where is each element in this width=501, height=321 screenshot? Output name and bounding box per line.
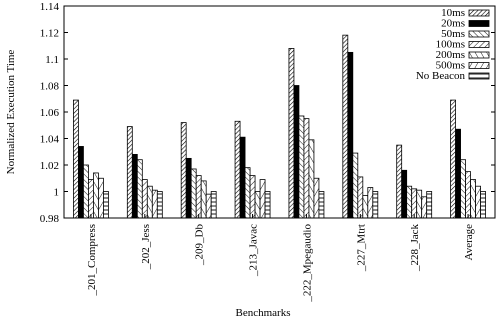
bar-100ms bbox=[303, 118, 310, 219]
bar-no-beacon bbox=[480, 191, 486, 219]
legend-label: 10ms bbox=[441, 7, 465, 19]
bar-no-beacon bbox=[318, 191, 325, 219]
x-category-label: _213_Javac bbox=[248, 224, 260, 277]
legend-label: 500ms bbox=[436, 60, 465, 72]
legend-label: 50ms bbox=[441, 28, 465, 40]
bar-no-beacon bbox=[426, 191, 433, 219]
bar-100ms bbox=[249, 175, 256, 219]
bar-100ms bbox=[141, 179, 148, 219]
legend-swatch bbox=[468, 30, 490, 38]
bar-10ms bbox=[342, 34, 349, 219]
legend-swatch bbox=[468, 20, 490, 27]
bar-20ms bbox=[347, 51, 354, 219]
bar-20ms bbox=[239, 136, 246, 219]
bar-20ms bbox=[293, 85, 300, 219]
bar-no-beacon bbox=[103, 191, 109, 219]
bar-200ms bbox=[470, 179, 476, 219]
legend-label: 20ms bbox=[441, 18, 465, 30]
bar-10ms bbox=[180, 122, 187, 219]
bar-500ms bbox=[259, 179, 266, 219]
legend-label: 100ms bbox=[436, 39, 465, 51]
y-tick-label: 1.14 bbox=[40, 1, 60, 13]
x-category-label: _227_Mtrt bbox=[355, 224, 367, 272]
bar-200ms bbox=[146, 185, 153, 219]
bar-10ms bbox=[126, 126, 133, 219]
bar-10ms bbox=[234, 120, 241, 219]
y-axis-title: Normalized Execution Time bbox=[5, 50, 17, 175]
bar-200ms bbox=[93, 172, 99, 219]
bar-500ms bbox=[205, 193, 212, 219]
bar-500ms bbox=[475, 185, 481, 219]
legend-label: 200ms bbox=[436, 49, 465, 61]
bar-200ms bbox=[308, 139, 315, 219]
x-category-label: _202_Jess bbox=[140, 224, 152, 270]
bar-100ms bbox=[465, 171, 471, 219]
y-tick-label: 0.98 bbox=[40, 213, 60, 225]
bar-200ms bbox=[416, 189, 423, 219]
bar-20ms bbox=[455, 128, 461, 219]
bar-no-beacon bbox=[372, 191, 379, 219]
bar-50ms bbox=[406, 185, 413, 219]
bar-50ms bbox=[190, 168, 197, 219]
legend-swatch bbox=[468, 41, 490, 48]
bar-50ms bbox=[352, 152, 359, 219]
bar-500ms bbox=[367, 187, 374, 219]
legend-swatch bbox=[468, 62, 490, 69]
legend-label: No Beacon bbox=[416, 70, 466, 82]
x-category-label: _228_Jack bbox=[409, 224, 421, 273]
bar-10ms bbox=[396, 144, 403, 219]
bar-20ms bbox=[131, 153, 138, 219]
bar-50ms bbox=[244, 167, 251, 219]
x-category-label: _209_Db bbox=[194, 224, 206, 266]
bar-500ms bbox=[98, 177, 104, 219]
y-tick-label: 1.12 bbox=[40, 28, 59, 40]
bars-layer bbox=[73, 34, 486, 219]
bar-no-beacon bbox=[156, 191, 163, 219]
y-tick-label: 1.1 bbox=[45, 54, 59, 66]
y-tick-label: 1.02 bbox=[40, 160, 59, 172]
bar-500ms bbox=[151, 189, 158, 219]
bar-100ms bbox=[357, 176, 364, 219]
x-axis-title: Benchmarks bbox=[236, 307, 291, 319]
x-category-label: Average bbox=[463, 224, 475, 261]
bar-no-beacon bbox=[264, 191, 271, 219]
bar-200ms bbox=[254, 191, 261, 219]
bar-20ms bbox=[78, 146, 84, 219]
legend-swatch bbox=[468, 51, 490, 59]
bar-100ms bbox=[195, 175, 202, 219]
x-category-label: _222_Mpegaudio bbox=[301, 224, 313, 303]
x-axis-labels: _201_Compress _202_Jess _209_Db _213_Javac _… bbox=[86, 214, 475, 303]
bar-500ms bbox=[313, 177, 320, 219]
bar-200ms bbox=[362, 195, 369, 219]
bar-50ms bbox=[136, 159, 143, 219]
bar-10ms bbox=[288, 48, 295, 219]
bar-50ms bbox=[83, 164, 89, 219]
bar-100ms bbox=[88, 179, 94, 219]
plot-frame bbox=[63, 5, 496, 219]
bar-500ms bbox=[421, 196, 428, 219]
bar-20ms bbox=[185, 157, 192, 219]
y-tick-label: 1.06 bbox=[40, 107, 60, 119]
legend-swatch bbox=[468, 9, 490, 17]
x-category-label: _201_Compress bbox=[86, 224, 98, 297]
bar-100ms bbox=[411, 188, 418, 219]
bar-10ms bbox=[450, 99, 456, 219]
bar-no-beacon bbox=[210, 191, 217, 219]
y-axis-ticks: 0.98 1 1.02 1.04 1.06 1.08 1.1 1.12 1.14 bbox=[40, 1, 495, 225]
bar-200ms bbox=[200, 180, 207, 219]
legend-swatch bbox=[468, 72, 490, 80]
y-tick-label: 1.04 bbox=[40, 134, 60, 146]
y-tick-label: 1.08 bbox=[40, 81, 60, 93]
bar-50ms bbox=[298, 115, 305, 219]
bar-50ms bbox=[460, 159, 466, 219]
bar-10ms bbox=[73, 99, 79, 219]
bar-20ms bbox=[401, 169, 408, 219]
y-tick-label: 1 bbox=[54, 187, 60, 199]
